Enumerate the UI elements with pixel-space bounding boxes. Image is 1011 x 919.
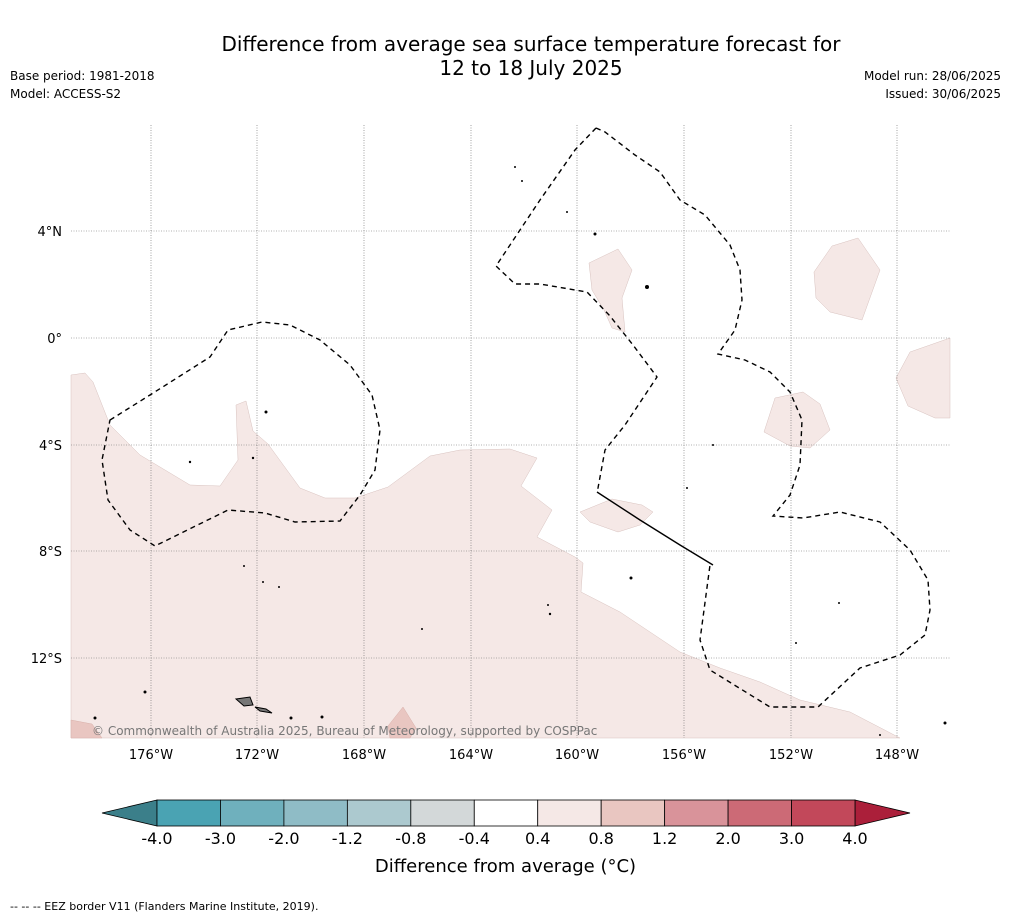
islet <box>795 642 797 644</box>
warm-region-bottom-b <box>70 719 103 739</box>
warm-region-bottom-a <box>387 706 417 739</box>
lon-label: 160°W <box>555 748 599 763</box>
map-title: Difference from average sea surface temp… <box>0 32 1011 80</box>
islet <box>188 460 192 464</box>
eez-borders <box>101 127 931 708</box>
model-name: Model: ACCESS-S2 <box>10 87 122 101</box>
lon-label: 172°W <box>235 748 279 763</box>
islet <box>251 456 255 460</box>
colorbar-under-arrow <box>101 799 158 827</box>
lon-label: 152°W <box>769 748 813 763</box>
colorbar-tick-label: 3.0 <box>779 829 804 848</box>
islet <box>879 734 881 736</box>
warm-region-east-c <box>763 391 831 449</box>
islet <box>645 285 649 289</box>
copyright-notice: © Commonwealth of Australia 2025, Bureau… <box>92 724 598 738</box>
footer-note: -- -- -- EEZ border V11 (Flanders Marine… <box>10 900 319 913</box>
lon-label: 176°W <box>129 748 173 763</box>
lon-label: 148°W <box>875 748 919 763</box>
anomaly-regions <box>70 237 951 739</box>
meta-right: Model run: 28/06/2025 Issued: 30/06/2025 <box>864 67 1001 103</box>
warm-region-small <box>579 498 654 533</box>
islet <box>421 628 423 630</box>
title-line-1: Difference from average sea surface temp… <box>221 32 841 56</box>
warm-region-large-south <box>70 372 901 739</box>
islet <box>548 612 552 616</box>
lat-label: 0° <box>47 332 62 347</box>
island-samoa-b <box>254 706 273 714</box>
colorbar-tick-label: -2.0 <box>268 829 299 848</box>
graticule <box>71 125 950 738</box>
lat-label: 12°S <box>31 652 62 667</box>
issued-date: Issued: 30/06/2025 <box>885 87 1001 101</box>
colorbar: -4.0 -3.0 -2.0 -1.2 -0.8 -0.4 0.4 0.8 1.2 2.0 3.0 4… <box>101 799 911 848</box>
colorbar-segment <box>220 799 285 827</box>
colorbar-segment <box>727 799 792 827</box>
islet <box>712 444 714 446</box>
colorbar-segment <box>410 799 475 827</box>
latitude-labels: 4°N 0° 4°S 8°S 12°S <box>31 225 62 667</box>
islet <box>686 487 688 489</box>
colorbar-tick-label: 1.2 <box>652 829 677 848</box>
colorbar-segment <box>791 799 856 827</box>
model-run: Model run: 28/06/2025 <box>863 69 1001 83</box>
meta-left: Base period: 1981-2018 Model: ACCESS-S2 <box>10 67 155 103</box>
islet <box>521 180 523 182</box>
islet <box>547 604 549 606</box>
warm-region-east-b <box>895 337 951 419</box>
islet <box>264 410 268 414</box>
island-samoa-a <box>234 696 254 707</box>
islet <box>243 565 245 567</box>
longitude-labels: 176°W 172°W 168°W 164°W 160°W 156°W 152°… <box>129 748 919 763</box>
colorbar-tick-label: 2.0 <box>715 829 740 848</box>
base-period: Base period: 1981-2018 <box>10 69 155 83</box>
colorbar-segments <box>156 799 856 827</box>
islet <box>593 232 597 236</box>
islet <box>838 602 840 604</box>
lon-label: 156°W <box>662 748 706 763</box>
colorbar-segment <box>156 799 221 827</box>
islet <box>943 721 947 725</box>
lat-label: 4°N <box>38 225 63 240</box>
colorbar-segment <box>346 799 412 827</box>
colorbar-tick-label: -1.2 <box>332 829 363 848</box>
islet <box>289 716 293 720</box>
colorbar-tick-label: 0.4 <box>525 829 550 848</box>
lon-label: 164°W <box>449 748 493 763</box>
colorbar-tick-label: 4.0 <box>842 829 867 848</box>
colorbar-over-arrow <box>854 799 911 827</box>
colorbar-title: Difference from average (°C) <box>374 856 637 877</box>
islet <box>514 166 516 168</box>
islands <box>93 166 947 736</box>
title-line-2: 12 to 18 July 2025 <box>439 56 623 80</box>
islet <box>143 690 147 694</box>
islet <box>566 211 568 213</box>
warm-region-equator-a <box>588 248 633 333</box>
colorbar-segment <box>600 799 666 827</box>
warm-region-east-a <box>813 237 881 321</box>
colorbar-tick-label: -4.0 <box>141 829 172 848</box>
colorbar-tick-label: -0.8 <box>395 829 426 848</box>
colorbar-tick-label: 0.8 <box>588 829 613 848</box>
eez-border-central <box>595 127 931 708</box>
colorbar-segment <box>537 799 602 827</box>
colorbar-tick-label: -0.4 <box>459 829 490 848</box>
islet <box>278 586 280 588</box>
colorbar-segment <box>283 799 348 827</box>
colorbar-tick-label: -3.0 <box>205 829 236 848</box>
eez-border-west <box>101 321 381 547</box>
lon-label: 168°W <box>342 748 386 763</box>
islet <box>629 576 633 580</box>
islet <box>93 716 97 720</box>
colorbar-ticks: -4.0 -3.0 -2.0 -1.2 -0.8 -0.4 0.4 0.8 1.2 2.0 3.0 4… <box>141 829 867 848</box>
lat-label: 8°S <box>39 545 62 560</box>
islet <box>262 581 264 583</box>
colorbar-segment <box>664 799 729 827</box>
islet <box>320 715 324 719</box>
lat-label: 4°S <box>39 439 62 454</box>
eez-border-solid-segment <box>596 491 714 566</box>
colorbar-segment <box>473 799 539 827</box>
